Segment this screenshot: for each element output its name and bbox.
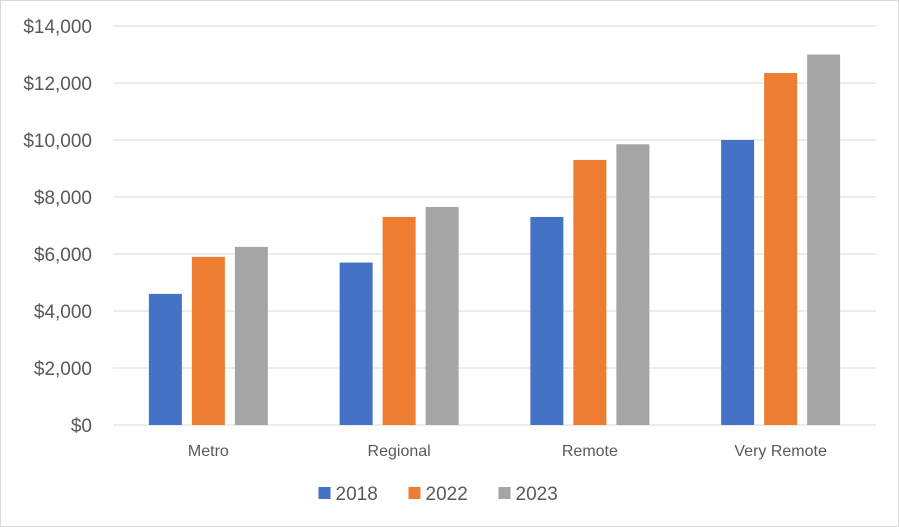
x-tick-label: Remote [562, 443, 618, 460]
y-tick-label: $8,000 [34, 188, 92, 209]
bar-2022-very-remote [764, 73, 798, 426]
bar-2023-metro [234, 246, 268, 425]
x-tick-label: Regional [368, 443, 431, 460]
y-tick-label: $12,000 [23, 74, 92, 95]
bar-2023-remote [616, 144, 650, 425]
bar-2022-remote [573, 159, 607, 425]
legend-label-2018: 2018 [336, 484, 378, 505]
legend-swatch-2022 [408, 487, 421, 499]
legend-label-2022: 2022 [426, 484, 468, 505]
bar-2023-very-remote [807, 54, 841, 425]
y-tick-label: $10,000 [23, 131, 92, 152]
legend-swatch-2023 [498, 487, 511, 499]
bar-2023-regional [425, 206, 459, 425]
bar-2018-regional [339, 262, 373, 425]
bar-2022-metro [191, 256, 225, 425]
x-tick-label: Very Remote [734, 443, 827, 460]
bar-2022-regional [382, 216, 416, 425]
y-tick-label: $6,000 [34, 245, 92, 266]
bar-2018-metro [148, 293, 182, 425]
legend-swatch-2018 [318, 487, 331, 499]
bar-2018-remote [530, 216, 564, 425]
y-tick-label: $0 [71, 416, 92, 437]
y-tick-label: $14,000 [23, 17, 92, 38]
y-tick-label: $2,000 [34, 359, 92, 380]
x-tick-label: Metro [188, 443, 229, 460]
bar-2018-very-remote [721, 140, 755, 425]
y-tick-label: $4,000 [34, 302, 92, 323]
legend-label-2023: 2023 [516, 484, 558, 505]
